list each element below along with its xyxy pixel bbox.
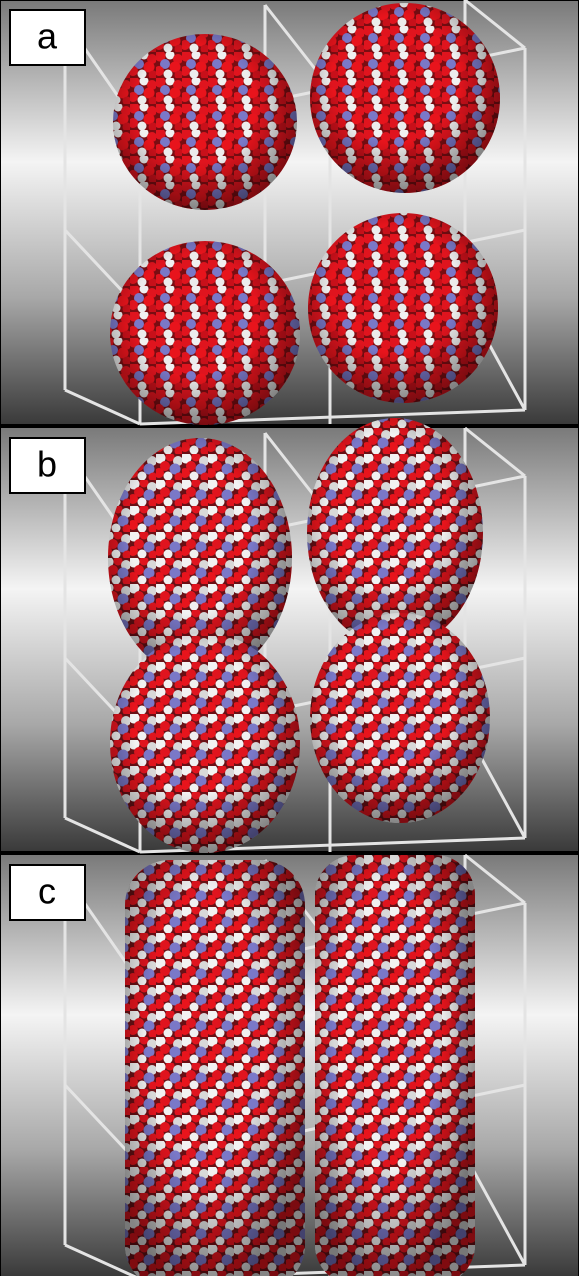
- panel-b: b: [1, 418, 578, 853]
- panel-label: b: [37, 444, 57, 485]
- page: a b c (() => { const data = JSON.parse(d…: [0, 0, 579, 1276]
- panel-c: c: [1, 855, 578, 1276]
- particles: [125, 855, 475, 1276]
- panel-label: a: [37, 16, 58, 57]
- figure: a b c: [0, 0, 579, 1276]
- panel-label: c: [38, 871, 56, 912]
- panel-a: a: [1, 0, 578, 425]
